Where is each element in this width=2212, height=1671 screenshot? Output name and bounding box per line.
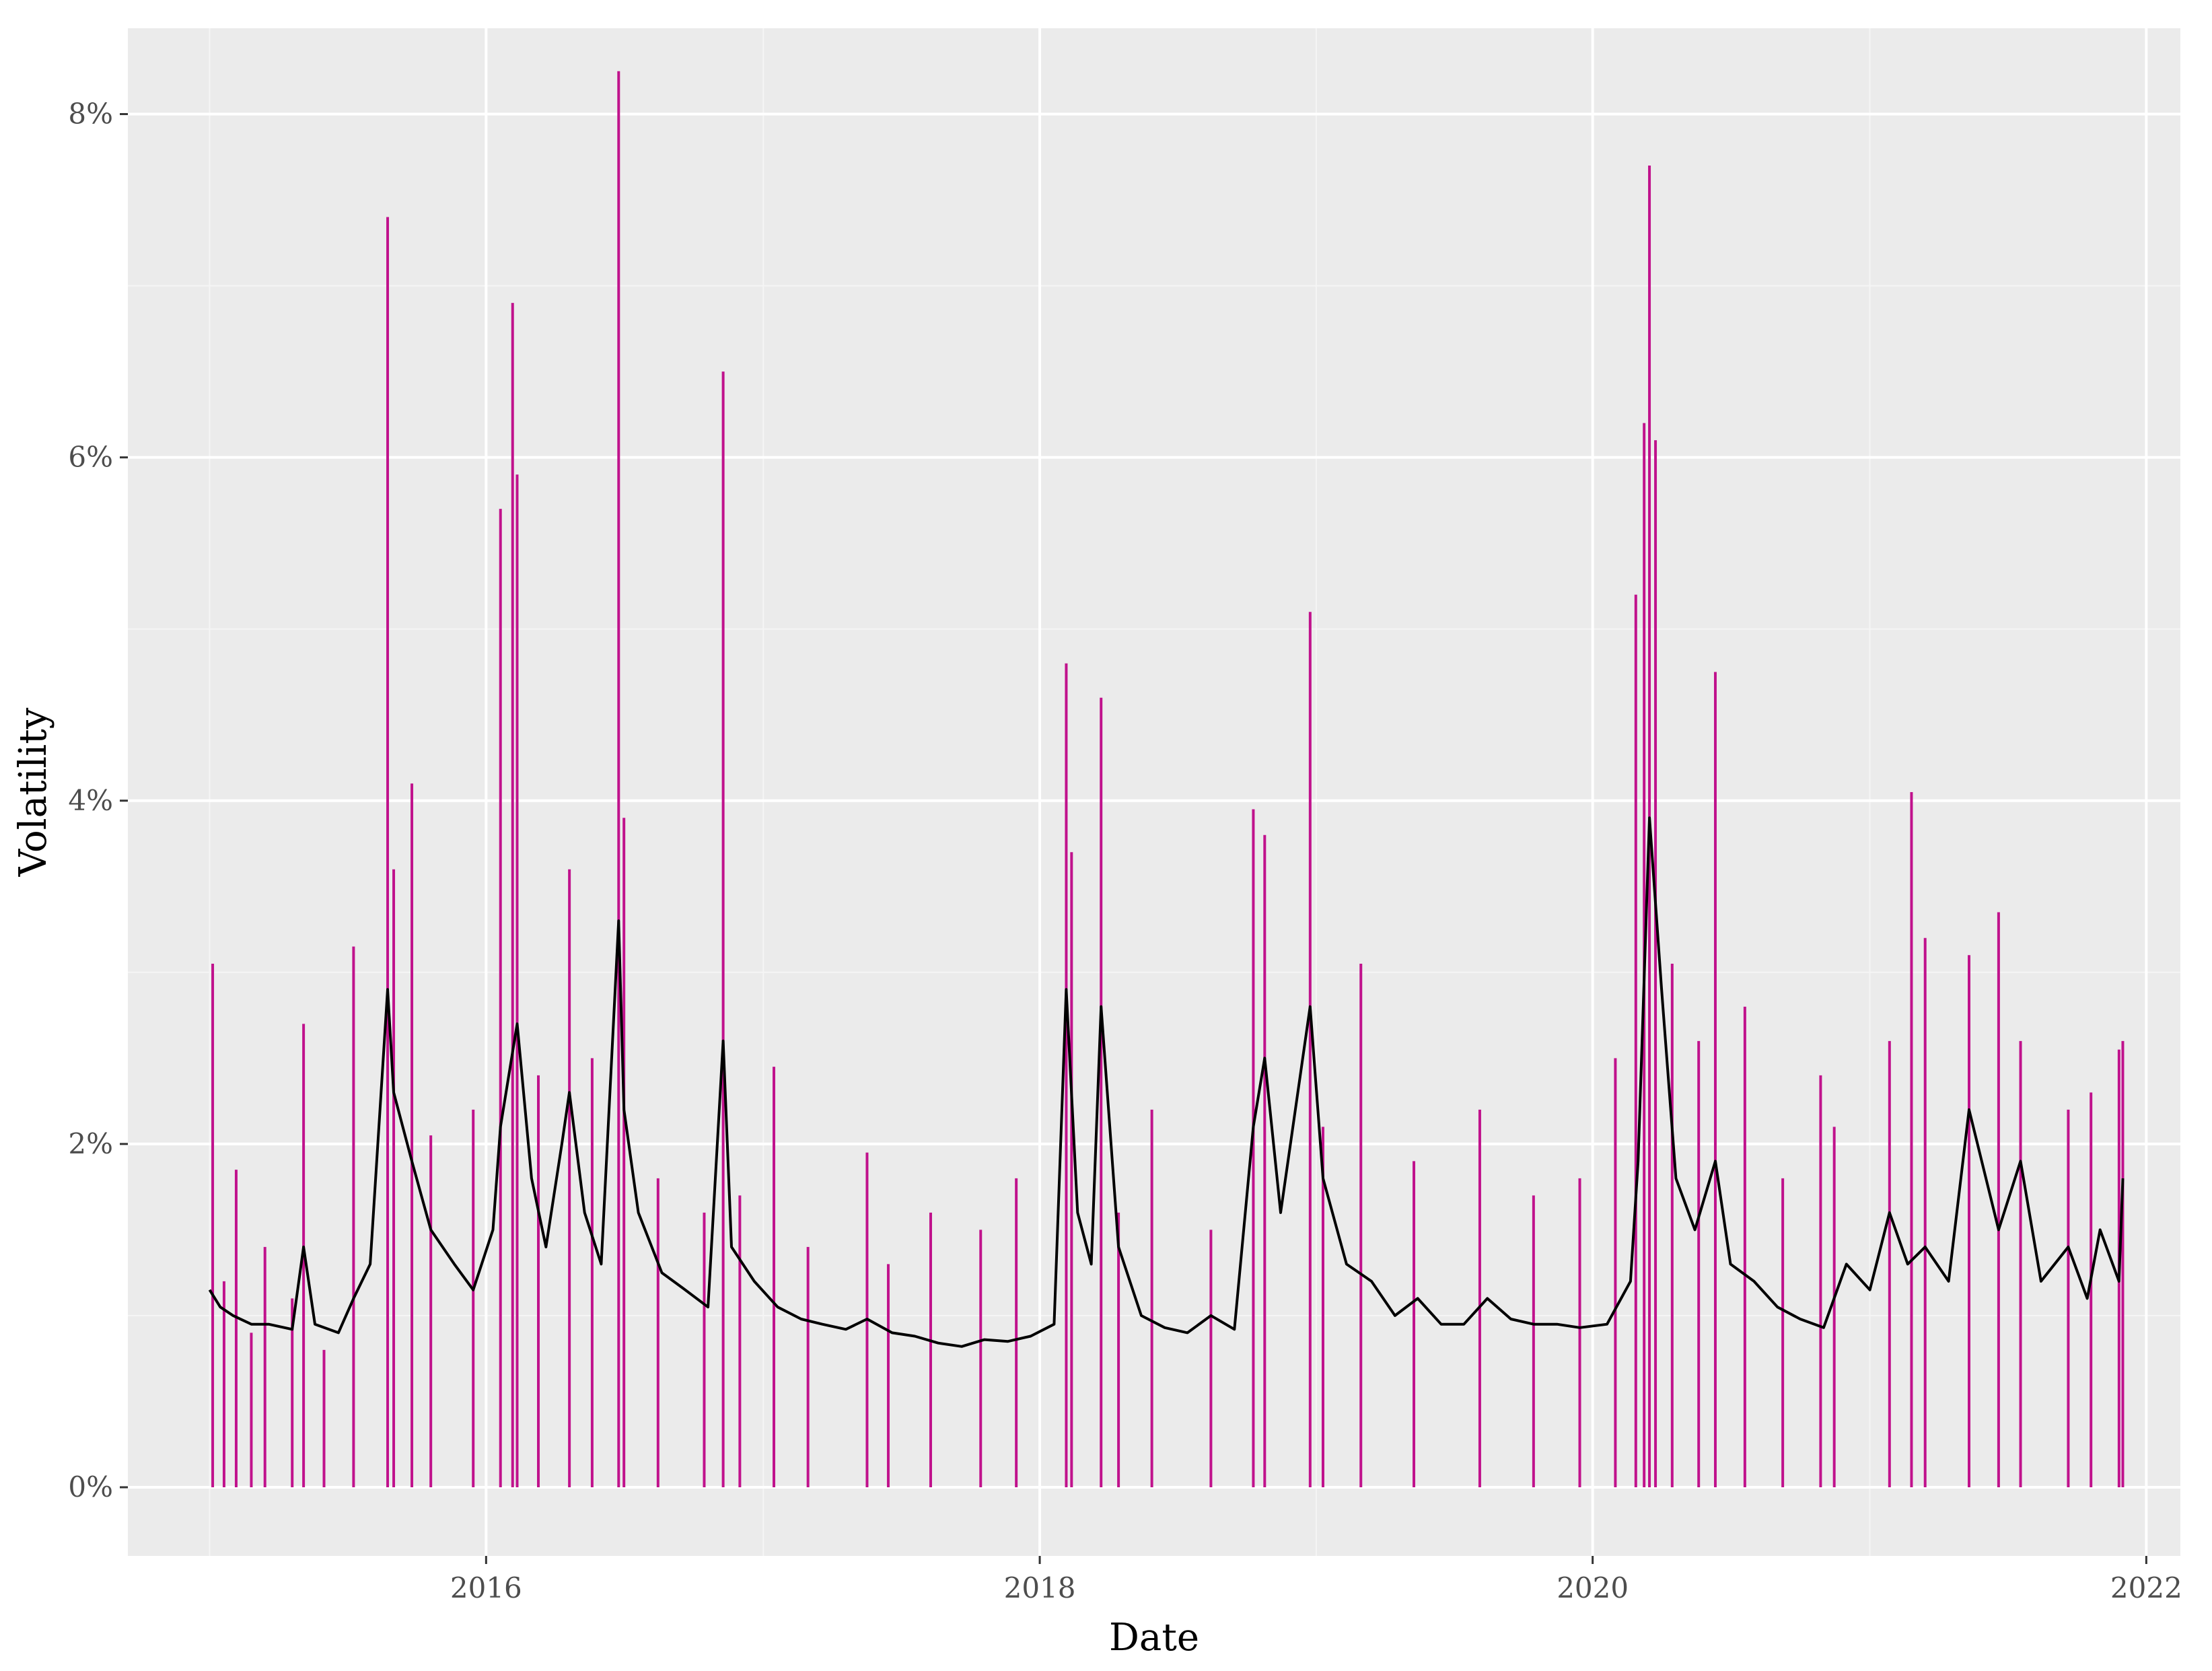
y-tick-label: 0%	[68, 1470, 113, 1503]
plot-panel	[128, 28, 2180, 1556]
y-tick-label: 6%	[68, 441, 113, 474]
conditional-volatility-series	[208, 816, 2125, 1348]
x-tick-label: 2018	[1004, 1571, 1076, 1604]
y-tick-label: 2%	[68, 1127, 113, 1160]
grid-lines	[128, 28, 2180, 1556]
y-tick-label: 8%	[68, 98, 113, 131]
x-tick-label: 2016	[450, 1571, 522, 1604]
axes: 0% 2% 4% 6% 8% 2016 2018 2020 2022	[68, 98, 2182, 1604]
x-tick-label: 2020	[1557, 1571, 1629, 1604]
x-tick-label: 2022	[2110, 1571, 2182, 1604]
x-axis-title: Date	[1109, 1616, 1199, 1660]
y-axis-title: Volatility	[11, 707, 55, 877]
y-tick-label: 4%	[68, 784, 113, 817]
conditional-volatility-line	[208, 816, 2125, 1348]
